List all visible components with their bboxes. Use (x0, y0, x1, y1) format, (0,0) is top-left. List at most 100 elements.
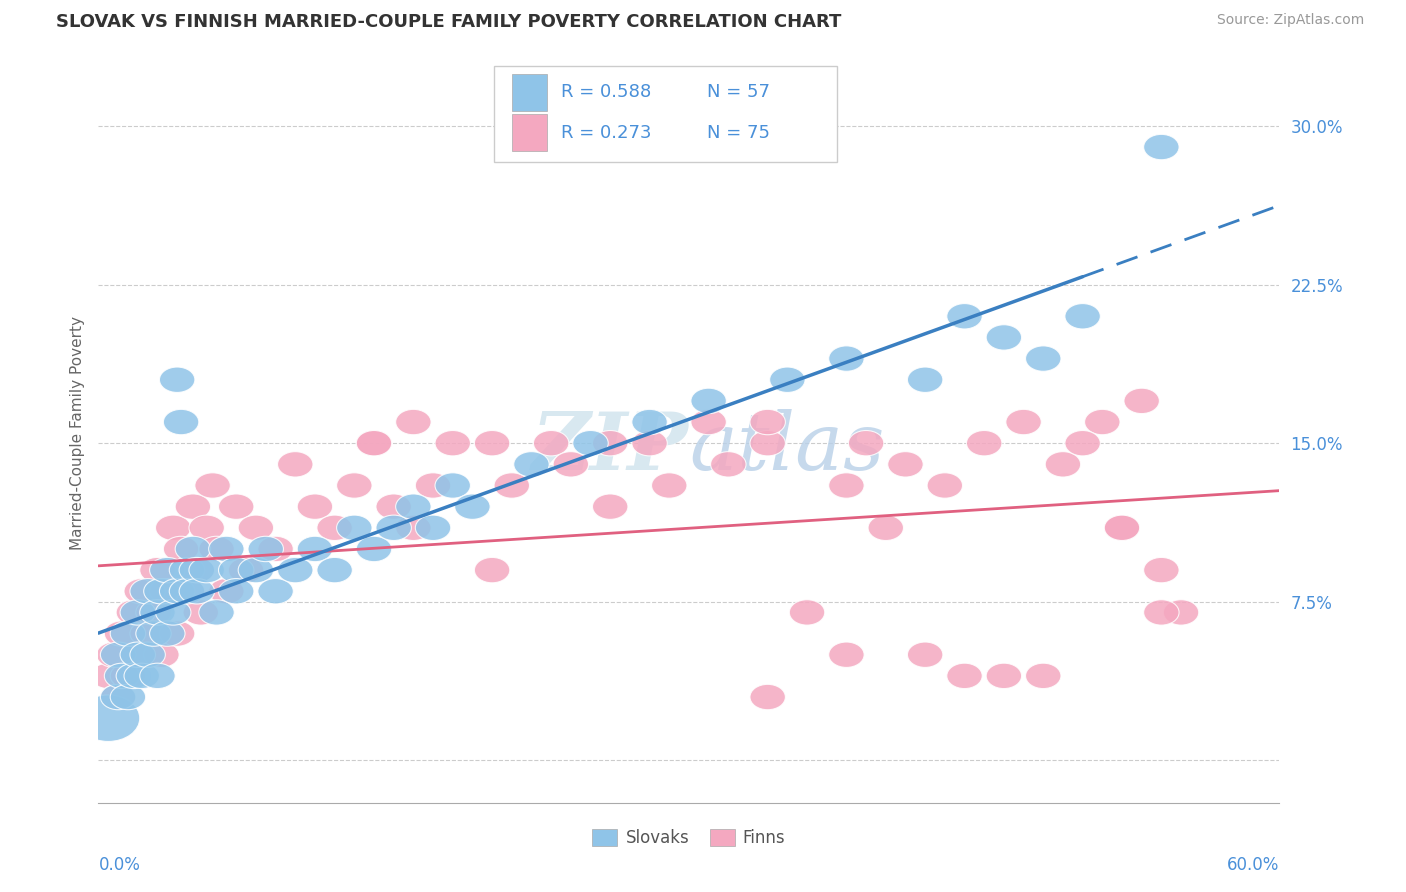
Ellipse shape (149, 579, 186, 604)
Ellipse shape (143, 642, 179, 667)
Ellipse shape (159, 621, 195, 647)
Ellipse shape (1084, 409, 1121, 434)
Text: N = 57: N = 57 (707, 83, 769, 101)
Text: 60.0%: 60.0% (1227, 855, 1279, 873)
Ellipse shape (395, 515, 432, 541)
Ellipse shape (218, 558, 254, 582)
Ellipse shape (1025, 346, 1062, 371)
Ellipse shape (257, 536, 294, 562)
Ellipse shape (316, 515, 353, 541)
Ellipse shape (454, 494, 491, 519)
Ellipse shape (513, 451, 550, 477)
Ellipse shape (159, 579, 195, 604)
Ellipse shape (316, 558, 353, 582)
Ellipse shape (1064, 303, 1101, 329)
Ellipse shape (238, 558, 274, 582)
Text: R = 0.273: R = 0.273 (561, 124, 652, 142)
Ellipse shape (297, 536, 333, 562)
Ellipse shape (868, 515, 904, 541)
Text: R = 0.588: R = 0.588 (561, 83, 651, 101)
Ellipse shape (136, 599, 172, 625)
Ellipse shape (139, 558, 176, 582)
Ellipse shape (1123, 388, 1160, 414)
Ellipse shape (592, 431, 628, 456)
Ellipse shape (117, 599, 152, 625)
Ellipse shape (156, 599, 191, 625)
Ellipse shape (1143, 135, 1180, 160)
Ellipse shape (749, 409, 786, 434)
Ellipse shape (129, 621, 166, 647)
Ellipse shape (415, 515, 451, 541)
Ellipse shape (749, 431, 786, 456)
Ellipse shape (395, 409, 432, 434)
Ellipse shape (159, 367, 195, 392)
Ellipse shape (257, 579, 294, 604)
Ellipse shape (139, 599, 176, 625)
Ellipse shape (129, 642, 166, 667)
Text: 0.0%: 0.0% (98, 855, 141, 873)
Ellipse shape (474, 431, 510, 456)
Ellipse shape (163, 409, 198, 434)
Ellipse shape (1143, 599, 1180, 625)
Ellipse shape (966, 431, 1002, 456)
Ellipse shape (631, 409, 668, 434)
Ellipse shape (218, 494, 254, 519)
Text: Source: ZipAtlas.com: Source: ZipAtlas.com (1216, 13, 1364, 28)
Ellipse shape (110, 663, 146, 689)
Ellipse shape (415, 473, 451, 499)
Ellipse shape (946, 663, 983, 689)
Ellipse shape (176, 494, 211, 519)
Ellipse shape (120, 642, 156, 667)
Ellipse shape (120, 642, 156, 667)
Ellipse shape (277, 558, 314, 582)
Ellipse shape (120, 599, 156, 625)
FancyBboxPatch shape (494, 66, 837, 162)
Ellipse shape (169, 558, 205, 582)
Ellipse shape (710, 451, 747, 477)
Ellipse shape (828, 346, 865, 371)
Text: SLOVAK VS FINNISH MARRIED-COUPLE FAMILY POVERTY CORRELATION CHART: SLOVAK VS FINNISH MARRIED-COUPLE FAMILY … (56, 13, 842, 31)
Ellipse shape (1045, 451, 1081, 477)
Ellipse shape (179, 579, 215, 604)
Ellipse shape (494, 473, 530, 499)
Text: N = 75: N = 75 (707, 124, 769, 142)
Ellipse shape (907, 367, 943, 392)
Ellipse shape (789, 599, 825, 625)
Ellipse shape (828, 642, 865, 667)
Ellipse shape (769, 367, 806, 392)
Ellipse shape (986, 325, 1022, 351)
Ellipse shape (336, 515, 373, 541)
Ellipse shape (124, 663, 159, 689)
FancyBboxPatch shape (512, 73, 547, 111)
Ellipse shape (690, 409, 727, 434)
Ellipse shape (117, 663, 152, 689)
Ellipse shape (572, 431, 609, 456)
Ellipse shape (90, 663, 127, 689)
FancyBboxPatch shape (512, 114, 547, 152)
Ellipse shape (218, 579, 254, 604)
Ellipse shape (110, 621, 146, 647)
Ellipse shape (149, 558, 186, 582)
Ellipse shape (434, 473, 471, 499)
Ellipse shape (183, 599, 218, 625)
Ellipse shape (592, 494, 628, 519)
Ellipse shape (110, 684, 146, 710)
Ellipse shape (848, 431, 884, 456)
Ellipse shape (1163, 599, 1199, 625)
Ellipse shape (356, 431, 392, 456)
Ellipse shape (208, 536, 245, 562)
Ellipse shape (1064, 431, 1101, 456)
Legend: Slovaks, Finns: Slovaks, Finns (586, 822, 792, 854)
Ellipse shape (749, 684, 786, 710)
Ellipse shape (356, 536, 392, 562)
Ellipse shape (1143, 558, 1180, 582)
Ellipse shape (375, 515, 412, 541)
Ellipse shape (887, 451, 924, 477)
Ellipse shape (1025, 663, 1062, 689)
Ellipse shape (139, 663, 176, 689)
Ellipse shape (946, 303, 983, 329)
Ellipse shape (297, 494, 333, 519)
Ellipse shape (277, 451, 314, 477)
Ellipse shape (907, 642, 943, 667)
Ellipse shape (434, 431, 471, 456)
